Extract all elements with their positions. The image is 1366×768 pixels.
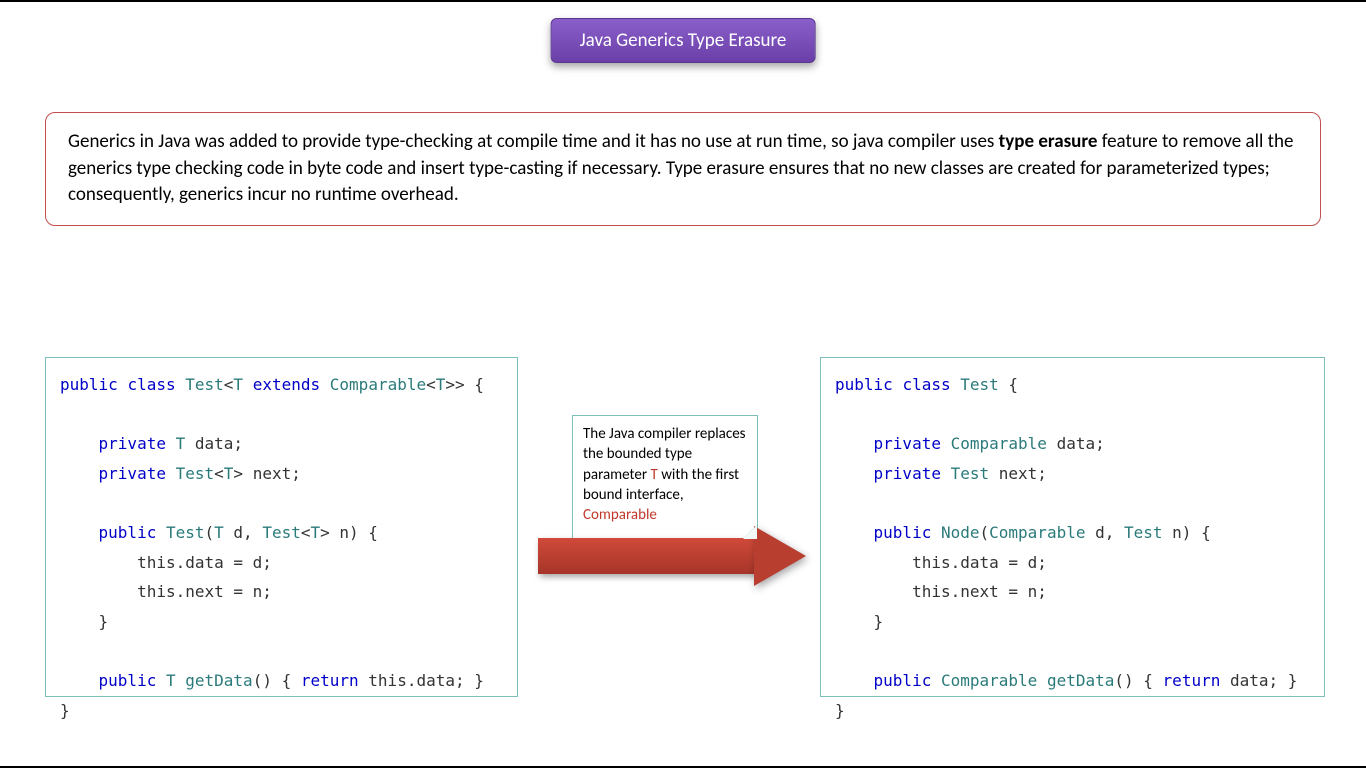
kw: public — [60, 375, 118, 394]
callout-T: T — [651, 466, 658, 484]
arrow-body — [538, 538, 756, 574]
callout-note: The Java compiler replaces the bounded t… — [572, 415, 758, 540]
title-text: Java Generics Type Erasure — [580, 29, 787, 52]
title-banner: Java Generics Type Erasure — [551, 18, 816, 63]
description-box: Generics in Java was added to provide ty… — [45, 112, 1321, 226]
desc-bold: type erasure — [999, 130, 1098, 153]
code-after: public class Test { private Comparable d… — [820, 357, 1325, 697]
callout-comparable: Comparable — [583, 506, 657, 524]
desc-part1: Generics in Java was added to provide ty… — [68, 130, 999, 153]
arrow-icon — [538, 526, 808, 586]
kw: class — [127, 375, 175, 394]
arrow-head — [754, 526, 806, 586]
code-before: public class Test<T extends Comparable<T… — [45, 357, 518, 697]
type: Test — [185, 375, 224, 394]
